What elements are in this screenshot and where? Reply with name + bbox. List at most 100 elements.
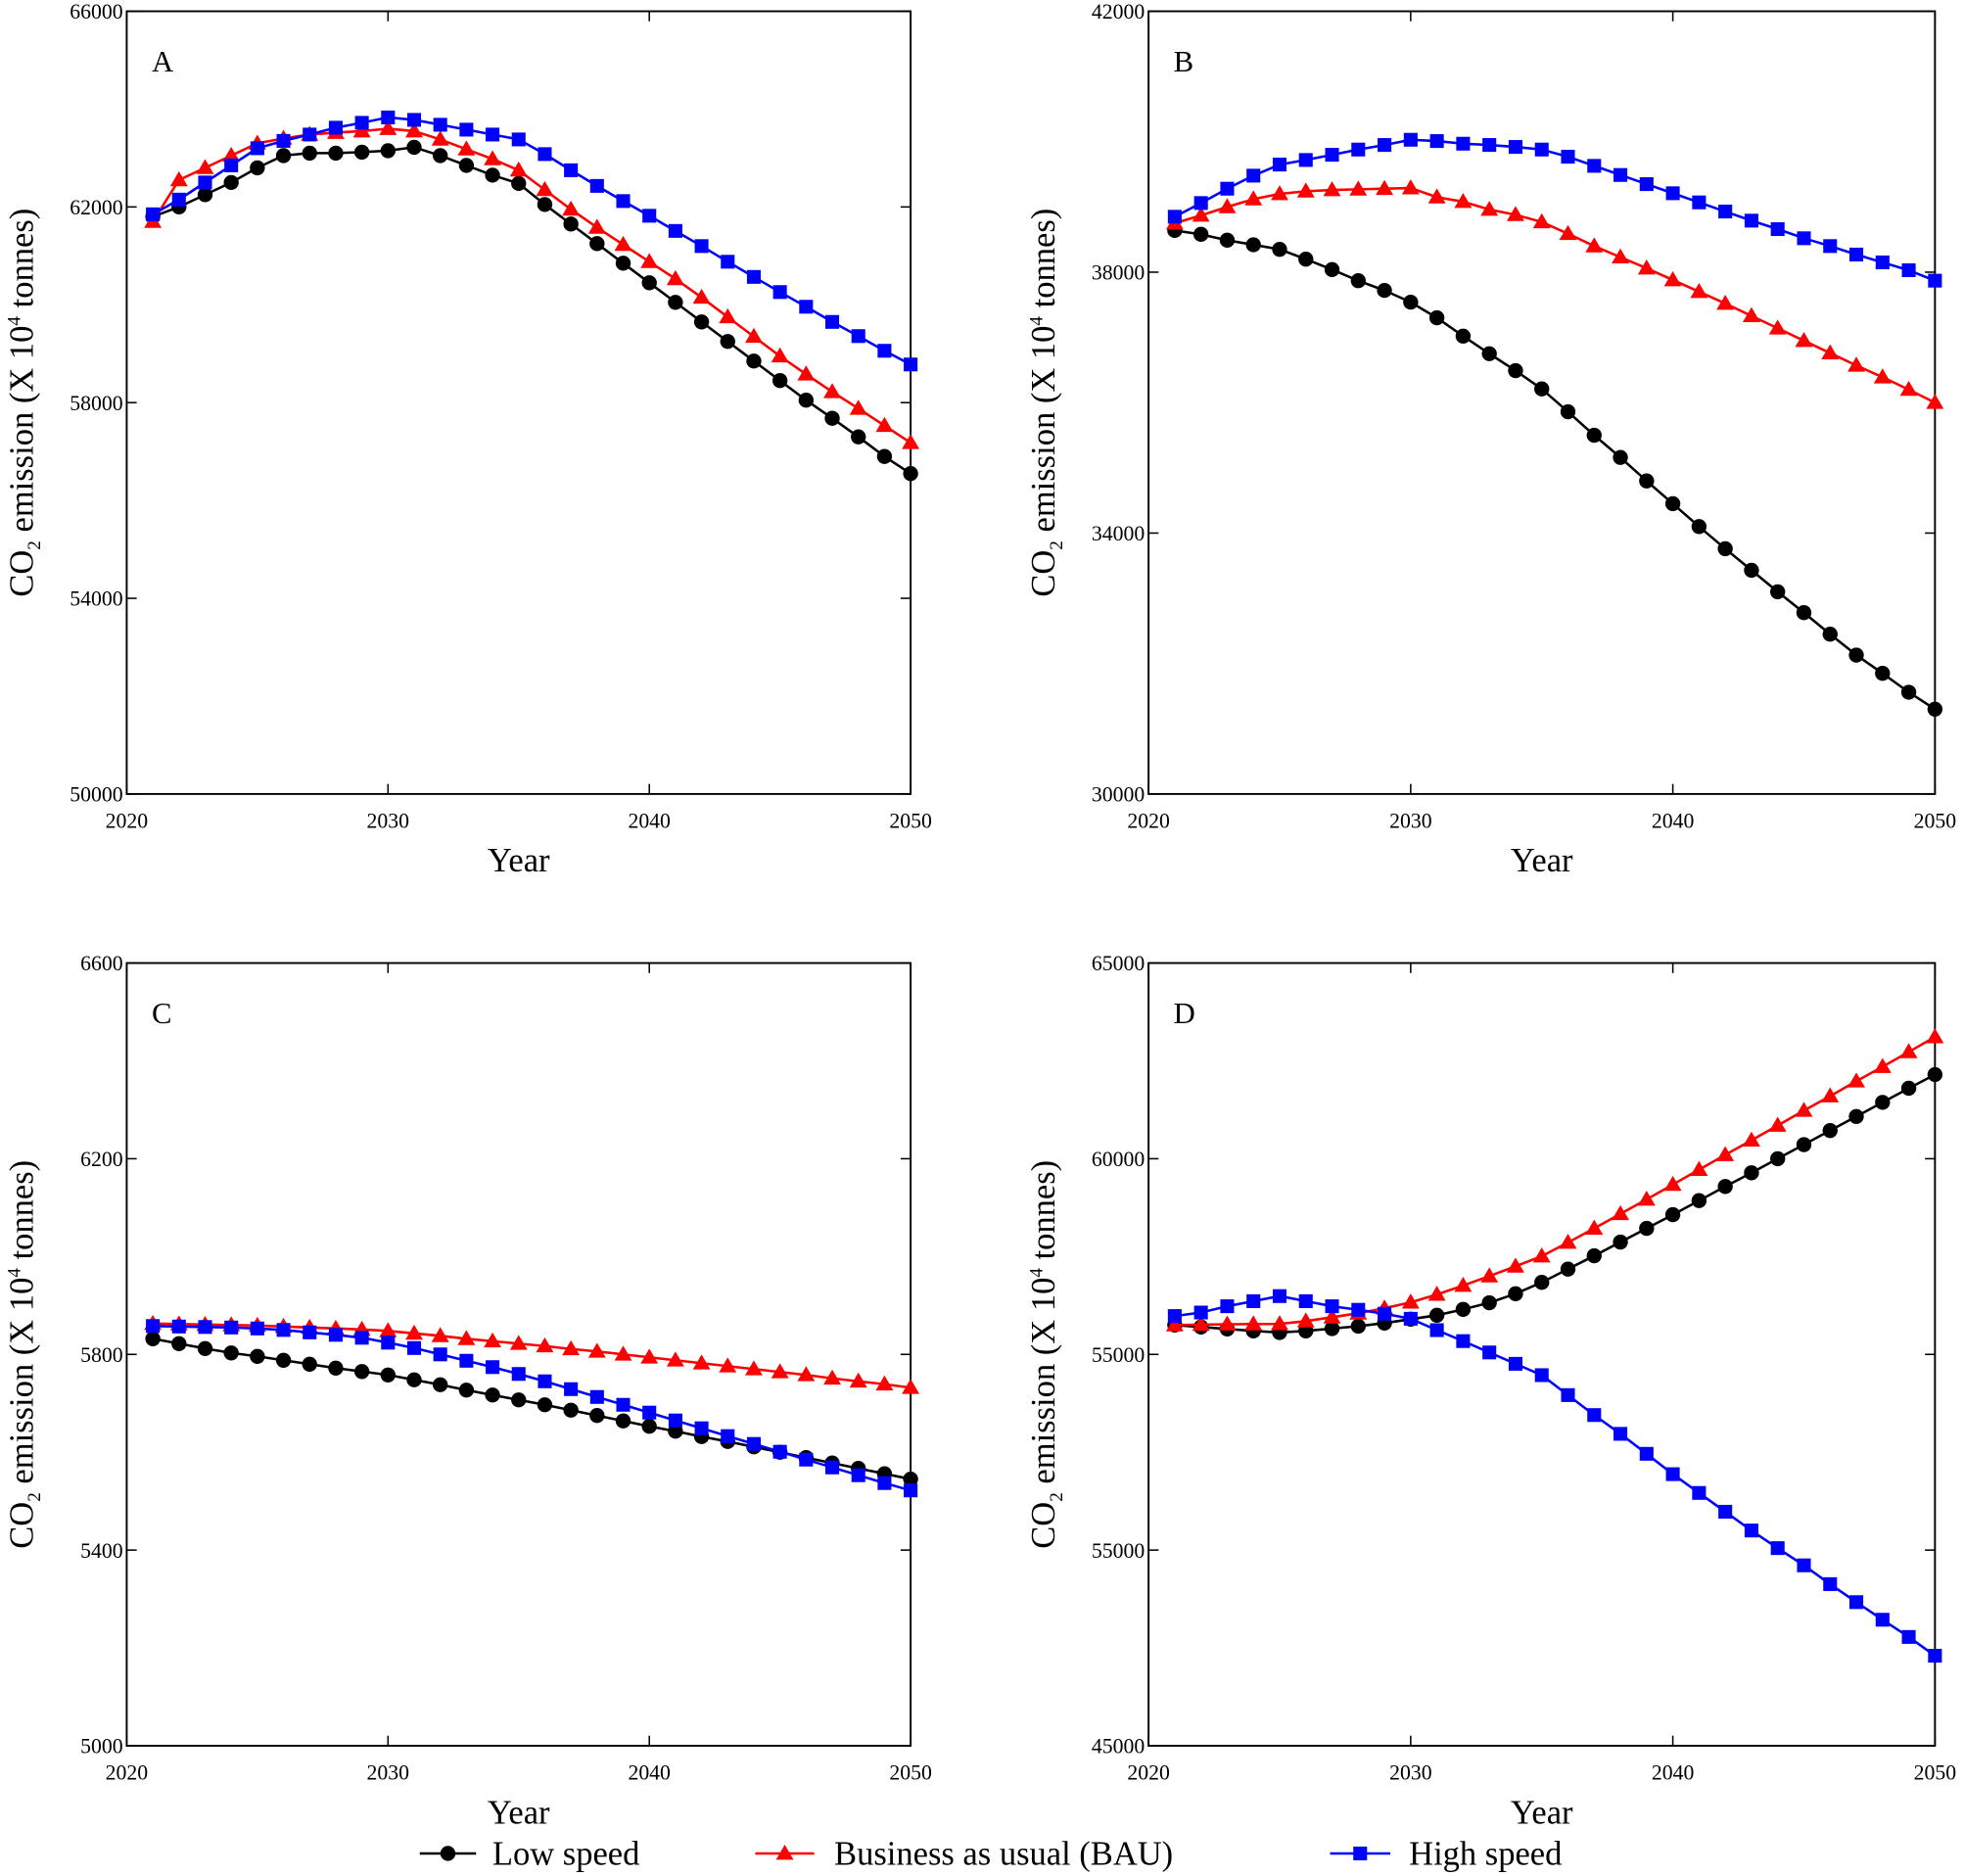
data-point: [1665, 186, 1680, 201]
data-point: [1637, 259, 1656, 275]
data-point: [640, 1348, 659, 1364]
series-line: [1174, 1073, 1936, 1335]
data-point: [1899, 1043, 1918, 1058]
data-point: [1768, 319, 1787, 335]
data-point: [564, 163, 579, 177]
data-point: [1561, 1387, 1575, 1402]
data-point: [1742, 306, 1760, 323]
data-point: [1167, 1309, 1182, 1324]
y-tick-label: 62000: [70, 196, 122, 219]
data-point: [1428, 1307, 1445, 1323]
y-tick-label: 45000: [1092, 1735, 1145, 1759]
data-point: [1901, 262, 1916, 278]
data-point: [849, 399, 867, 415]
x-axis-label: Year: [488, 842, 550, 879]
data-point: [1613, 1234, 1628, 1250]
data-point: [1927, 701, 1943, 717]
data-point: [486, 1360, 500, 1375]
data-point: [668, 223, 682, 238]
x-axis-label: Year: [488, 1794, 550, 1831]
series-line: [1174, 1294, 1937, 1658]
data-point: [1480, 1267, 1499, 1283]
x-tick-label: 2030: [1389, 1761, 1432, 1785]
data-point: [1821, 1087, 1840, 1102]
data-point: [536, 1337, 554, 1353]
data-point: [1691, 1193, 1707, 1208]
data-point: [668, 1413, 682, 1428]
data-point: [1534, 1275, 1550, 1290]
data-point: [719, 307, 737, 324]
data-point: [1480, 201, 1499, 216]
data-point: [1664, 1206, 1681, 1223]
data-point: [1612, 248, 1630, 264]
data-point: [771, 1363, 789, 1379]
data-point: [1797, 1558, 1811, 1572]
y-tick-label: 5000: [80, 1735, 123, 1759]
y-tick-label: 5400: [80, 1539, 123, 1563]
data-point: [1692, 1485, 1707, 1500]
data-point: [1427, 188, 1446, 204]
data-point: [303, 1325, 317, 1339]
data-point: [1559, 224, 1577, 241]
data-point: [198, 175, 212, 190]
panel-label: C: [152, 997, 171, 1030]
data-point: [589, 178, 604, 193]
data-point: [1742, 1131, 1760, 1148]
y-axis-label-part: 4: [1026, 316, 1047, 326]
data-point: [823, 383, 841, 399]
series-line: [1174, 229, 1937, 711]
data-point: [379, 1322, 397, 1337]
data-point: [1508, 140, 1522, 155]
data-point: [145, 1331, 161, 1346]
data-point: [1350, 272, 1366, 289]
data-point: [666, 269, 684, 286]
data-point: [171, 1319, 186, 1334]
y-axis-label-part: 4: [5, 1268, 25, 1278]
data-point: [1848, 1595, 1864, 1610]
data-point: [876, 448, 893, 464]
data-point: [224, 158, 239, 172]
data-point: [745, 1360, 763, 1376]
series-line: [152, 116, 912, 366]
data-point: [538, 147, 552, 162]
data-point: [564, 1382, 579, 1396]
y-tick-label: 38000: [1092, 261, 1145, 285]
data-point: [616, 1397, 631, 1412]
data-point: [1192, 207, 1210, 222]
data-point: [352, 121, 371, 138]
data-point: [146, 1319, 161, 1334]
data-point: [1768, 1116, 1787, 1132]
data-point: [537, 1397, 553, 1413]
data-point: [224, 1320, 239, 1335]
legend-marker: [1353, 1846, 1368, 1861]
data-point: [904, 357, 918, 372]
data-point: [171, 1336, 187, 1351]
y-tick-label: 55000: [1092, 1539, 1145, 1563]
legend-marker: [775, 1845, 794, 1860]
data-point: [903, 465, 918, 482]
data-point: [196, 159, 214, 174]
data-point: [745, 327, 763, 344]
data-point: [1534, 1368, 1549, 1383]
data-point: [1401, 179, 1420, 195]
data-point: [1690, 283, 1708, 299]
data-point: [1403, 294, 1419, 310]
x-tick-label: 2030: [1389, 809, 1432, 832]
data-point: [1899, 380, 1918, 397]
data-point: [459, 1353, 474, 1368]
data-point: [797, 365, 816, 381]
data-point: [1639, 1220, 1655, 1237]
data-point: [1928, 1649, 1942, 1664]
data-point: [1192, 226, 1209, 243]
data-point: [772, 373, 788, 389]
data-point: [877, 344, 892, 358]
x-tick-label: 2050: [889, 1761, 932, 1785]
data-point: [1744, 1524, 1758, 1538]
data-point: [250, 1348, 265, 1364]
data-point: [746, 353, 762, 369]
data-point: [1927, 1066, 1943, 1083]
y-tick-label: 50000: [70, 783, 122, 807]
y-axis-label-part: 2: [24, 540, 45, 550]
data-point: [902, 1379, 920, 1394]
data-point: [1639, 1446, 1654, 1461]
